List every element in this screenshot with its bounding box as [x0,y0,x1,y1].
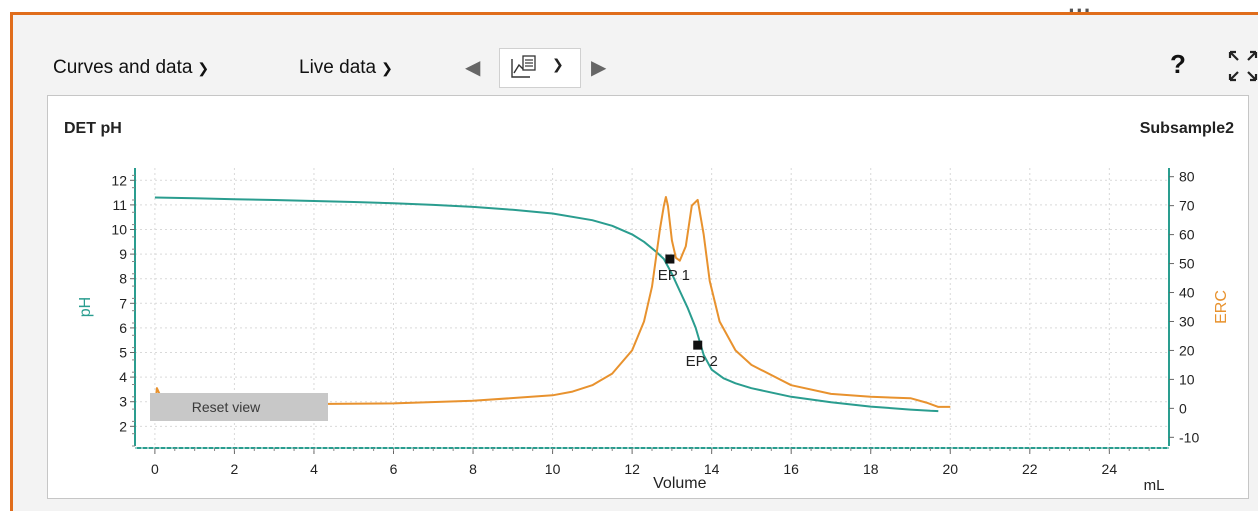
left-tick-label: 3 [119,394,127,410]
left-tick-label: 10 [111,222,127,238]
panel-left-border [10,12,13,511]
reset-view-label: Reset view [192,399,261,415]
method-title: DET pH [64,120,122,137]
x-axis-unit: mL [1144,477,1165,494]
series-line-erc [153,196,951,409]
reset-view-button[interactable]: Reset view [150,393,328,421]
chevron-down-icon: ❯ [552,57,564,73]
help-button[interactable]: ? [1170,49,1186,79]
left-tick-label: 8 [119,271,127,287]
endpoint-marker[interactable] [693,340,703,350]
endpoint-label: EP 2 [686,353,718,370]
endpoint-label: EP 1 [658,267,690,284]
left-tick-label: 7 [119,295,127,311]
x-tick-label: 8 [469,461,477,477]
x-tick-label: 22 [1022,461,1038,477]
previous-view-button[interactable]: ◀ [465,55,481,79]
x-tick-label: 4 [310,461,318,477]
view-selector-dropdown[interactable]: ❯ [499,48,581,88]
right-tick-label: 70 [1179,198,1195,214]
x-tick-label: 6 [390,461,398,477]
curves-panel: Curves and data ❯ Live data ❯ ◀ ❯ ▶ ? [13,15,1258,511]
x-axis-label: Volume [653,475,706,492]
left-tick-label: 11 [112,197,127,213]
sample-title: Subsample2 [1139,120,1234,137]
chevron-down-icon: ❯ [197,60,210,76]
panel-top-border [10,12,1258,15]
curves-and-data-dropdown[interactable]: Curves and data ❯ [53,57,209,79]
x-tick-label: 10 [545,461,561,477]
right-tick-label: 40 [1179,285,1195,301]
live-data-label: Live data [299,57,377,78]
series-line-ph [154,196,939,413]
left-tick-label: 6 [119,320,127,336]
endpoint-marker[interactable] [665,254,675,264]
left-tick-label: 9 [119,246,127,262]
x-tick-label: 2 [231,461,239,477]
right-tick-label: 50 [1179,256,1195,272]
left-tick-label: 5 [119,345,127,361]
series [153,196,951,413]
chart-card: DET pH Subsample2 2 3 4 5 6 7 8 9 10 11 12 -10 0 10 20… [47,95,1249,499]
right-tick-label: 0 [1179,400,1187,416]
more-options-icon[interactable]: ... [1068,0,1092,17]
right-tick-label: 30 [1179,313,1195,329]
x-tick-label: 12 [624,461,640,477]
next-view-button[interactable]: ▶ [591,55,607,79]
right-tick-label: 60 [1179,227,1195,243]
expand-icon[interactable] [1226,48,1258,84]
reset-view-bg[interactable] [150,393,328,421]
x-tick-label: 14 [704,461,720,477]
right-tick-label: 10 [1179,371,1195,387]
x-tick-label: 16 [783,461,799,477]
x-tick-label: 24 [1102,461,1118,477]
x-tick-label: 20 [942,461,958,477]
right-tick-label: -10 [1179,429,1199,445]
toolbar: Curves and data ❯ Live data ❯ ◀ ❯ ▶ ? [13,15,1258,103]
right-tick-label: 80 [1179,169,1195,185]
endpoints: EP 1 EP 2 [658,254,718,370]
left-tick-label: 12 [111,172,127,188]
x-tick-label: 0 [151,461,159,477]
right-axis-label: ERC [1213,290,1230,324]
curve-view-icon [511,55,536,78]
curves-and-data-label: Curves and data [53,57,193,78]
left-tick-label: 4 [119,369,127,385]
x-tick-label: 18 [863,461,879,477]
left-axis-label: pH [77,297,94,317]
right-tick-label: 20 [1179,342,1195,358]
left-tick-label: 2 [119,418,127,434]
chevron-down-icon: ❯ [381,60,393,76]
live-data-dropdown[interactable]: Live data ❯ [299,57,393,79]
